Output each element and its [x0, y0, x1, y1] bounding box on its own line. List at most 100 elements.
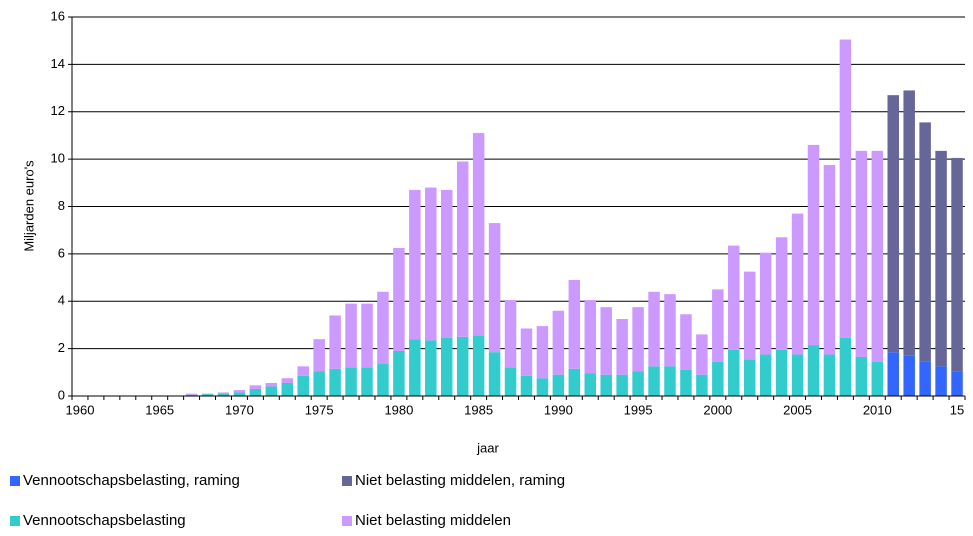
y-tick-label: 10 [51, 151, 65, 166]
bar-segment [377, 364, 389, 396]
bar-segment [504, 300, 517, 368]
y-tick-label: 6 [58, 245, 65, 260]
bar-segment [839, 39, 852, 338]
bar-segment [217, 393, 230, 396]
bar-segment [648, 366, 660, 396]
bar-segment [345, 303, 357, 368]
bar-segment [456, 161, 469, 337]
legend-swatch [10, 476, 20, 486]
bar-segment [568, 368, 581, 396]
bar-segment [855, 150, 868, 357]
bar-segment [441, 189, 453, 338]
bar-segment [743, 271, 756, 360]
bar-segment [775, 237, 788, 350]
bar-segment [520, 328, 533, 376]
bar-segment [265, 386, 278, 396]
bar-segment [281, 382, 294, 396]
bar-segment [903, 355, 915, 396]
bar-segment [616, 374, 628, 396]
bar-segment [409, 189, 421, 340]
y-tick-label: 12 [51, 103, 65, 118]
y-tick-label: 14 [51, 56, 65, 71]
y-tick-label: 16 [51, 8, 65, 23]
bar-segment [185, 393, 198, 395]
bar-segment [823, 354, 836, 396]
legend-label: Vennootschapsbelasting [23, 512, 186, 529]
bar-segment [393, 247, 405, 351]
x-tick-label: 1965 [145, 402, 174, 417]
bar-segment [664, 366, 676, 396]
x-tick-label: 1995 [624, 402, 653, 417]
bar-segment [472, 133, 485, 336]
bar-segment [488, 352, 501, 396]
y-tick-label: 0 [58, 387, 65, 402]
bar-segment [696, 334, 708, 375]
bar-segment [759, 252, 772, 355]
bar-segment [233, 390, 246, 393]
bar-segment [536, 378, 549, 396]
bar-segment [903, 90, 915, 356]
bar-segment [441, 337, 453, 396]
bar-segment [584, 373, 596, 396]
bar-segment [919, 361, 931, 396]
bar-segment [297, 366, 309, 376]
bar-segment [871, 150, 884, 362]
legend-label: Niet belasting middelen [355, 512, 511, 529]
bar-segment [680, 369, 692, 396]
y-axis-label: Miljarden euro's [21, 160, 36, 252]
bar-segment [536, 326, 549, 379]
x-tick-label: 15 [950, 402, 964, 417]
bar-segment [345, 367, 357, 396]
bar-segment [855, 356, 868, 396]
bar-segment [951, 371, 963, 396]
y-tick-label: 4 [58, 293, 65, 308]
bar-segment [728, 245, 740, 350]
bar-segment [743, 359, 756, 396]
bar-segment [823, 165, 836, 355]
bar-segment [728, 349, 740, 396]
bar-segment [425, 340, 437, 396]
x-tick-label: 1985 [464, 402, 493, 417]
bar-segment [584, 300, 596, 374]
bar-segment [425, 187, 437, 341]
bar-segment [233, 392, 246, 396]
bar-segment [791, 354, 804, 396]
legend-swatch [342, 516, 352, 526]
bar-segment [600, 374, 612, 396]
bar-segment [329, 315, 341, 369]
bar-segment [249, 388, 262, 396]
bar-segment [313, 339, 325, 372]
bar-segment [632, 371, 644, 396]
legend-swatch [10, 516, 20, 526]
y-tick-label: 8 [58, 198, 65, 213]
bar-segment [185, 394, 198, 396]
bar-segment [791, 213, 804, 355]
bar-segment [329, 368, 341, 396]
bar-segment [616, 319, 628, 375]
legend-label: Vennootschapsbelasting, raming [23, 472, 240, 489]
x-tick-label: 2000 [703, 402, 732, 417]
bar-segment [265, 382, 278, 387]
bar-segment [887, 352, 899, 396]
bar-segment [393, 350, 405, 396]
bar-segment [361, 367, 373, 396]
x-tick-label: 1960 [66, 402, 95, 417]
legend-label: Niet belasting middelen, raming [355, 472, 565, 489]
bar-segment [871, 361, 884, 396]
bar-segment [807, 144, 820, 346]
bar-segment [568, 279, 581, 369]
bar-segment [632, 307, 644, 372]
bar-segment [951, 157, 963, 372]
bar-segment [600, 307, 612, 375]
bar-segment [552, 374, 565, 396]
x-tick-label: 1975 [305, 402, 334, 417]
bar-segment [696, 374, 708, 396]
y-tick-label: 2 [58, 340, 65, 355]
bar-segment [281, 378, 294, 383]
x-tick-label: 1990 [544, 402, 573, 417]
bar-segment [712, 289, 724, 362]
bar-segment [712, 361, 724, 396]
x-tick-label: 2010 [863, 402, 892, 417]
bar-segment [472, 335, 485, 396]
